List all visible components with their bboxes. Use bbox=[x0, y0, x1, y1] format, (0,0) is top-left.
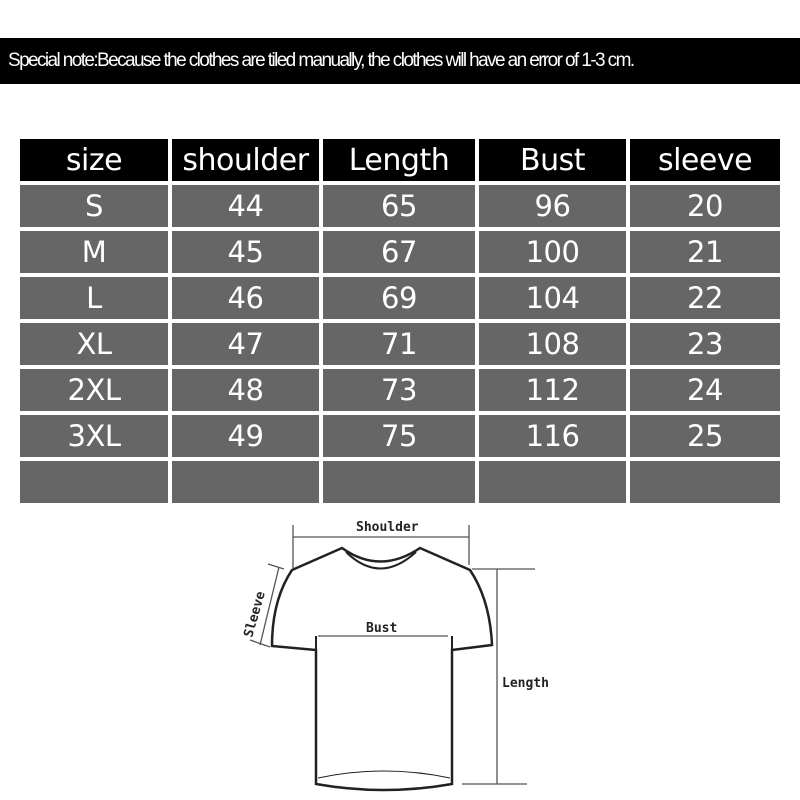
table-cell: 75 bbox=[323, 415, 475, 457]
table-cell: 116 bbox=[479, 415, 626, 457]
shoulder-label: Shoulder bbox=[356, 520, 419, 535]
table-row: XL 47 71 108 23 bbox=[20, 323, 780, 365]
tshirt-outline bbox=[270, 546, 494, 792]
table-row: S 44 65 96 20 bbox=[20, 185, 780, 227]
size-chart-table: size shoulder Length Bust sleeve S 44 65 96 20 M 45… bbox=[16, 135, 784, 507]
table-cell: 44 bbox=[172, 185, 319, 227]
table-header-row: size shoulder Length Bust sleeve bbox=[20, 139, 780, 181]
table-cell: 69 bbox=[323, 277, 475, 319]
table-row bbox=[20, 461, 780, 503]
table-cell: 96 bbox=[479, 185, 626, 227]
sleeve-line bbox=[259, 566, 280, 646]
table-cell: 71 bbox=[323, 323, 475, 365]
table-row: 2XL 48 73 112 24 bbox=[20, 369, 780, 411]
table-cell: M bbox=[20, 231, 168, 273]
table-cell: 45 bbox=[172, 231, 319, 273]
table-row: M 45 67 100 21 bbox=[20, 231, 780, 273]
special-note-banner: Special note:Because the clothes are til… bbox=[0, 38, 800, 84]
column-header: Bust bbox=[479, 139, 626, 181]
table-cell: 21 bbox=[630, 231, 780, 273]
table-cell bbox=[630, 461, 780, 503]
table-cell bbox=[172, 461, 319, 503]
table-cell: 100 bbox=[479, 231, 626, 273]
table-cell: 24 bbox=[630, 369, 780, 411]
table-cell: L bbox=[20, 277, 168, 319]
table-cell: 20 bbox=[630, 185, 780, 227]
column-header: sleeve bbox=[630, 139, 780, 181]
table-cell: 46 bbox=[172, 277, 319, 319]
column-header: size bbox=[20, 139, 168, 181]
table-cell: 67 bbox=[323, 231, 475, 273]
table-cell: 108 bbox=[479, 323, 626, 365]
table-cell: XL bbox=[20, 323, 168, 365]
column-header: shoulder bbox=[172, 139, 319, 181]
table-cell: 23 bbox=[630, 323, 780, 365]
column-header: Length bbox=[323, 139, 475, 181]
table-cell: 112 bbox=[479, 369, 626, 411]
bust-label: Bust bbox=[366, 621, 397, 636]
table-cell: 3XL bbox=[20, 415, 168, 457]
table-cell bbox=[323, 461, 475, 503]
table-cell: 2XL bbox=[20, 369, 168, 411]
measurement-lines bbox=[249, 525, 535, 785]
table-cell: 25 bbox=[630, 415, 780, 457]
table-cell: 47 bbox=[172, 323, 319, 365]
table-cell bbox=[479, 461, 626, 503]
table-cell: 49 bbox=[172, 415, 319, 457]
table-cell: S bbox=[20, 185, 168, 227]
table-cell bbox=[20, 461, 168, 503]
table-cell: 73 bbox=[323, 369, 475, 411]
table-cell: 22 bbox=[630, 277, 780, 319]
sleeve-label: Sleeve bbox=[241, 590, 268, 639]
table-cell: 48 bbox=[172, 369, 319, 411]
table-cell: 65 bbox=[323, 185, 475, 227]
table-cell: 104 bbox=[479, 277, 626, 319]
length-label: Length bbox=[502, 676, 549, 691]
table-row: 3XL 49 75 116 25 bbox=[20, 415, 780, 457]
table-row: L 46 69 104 22 bbox=[20, 277, 780, 319]
